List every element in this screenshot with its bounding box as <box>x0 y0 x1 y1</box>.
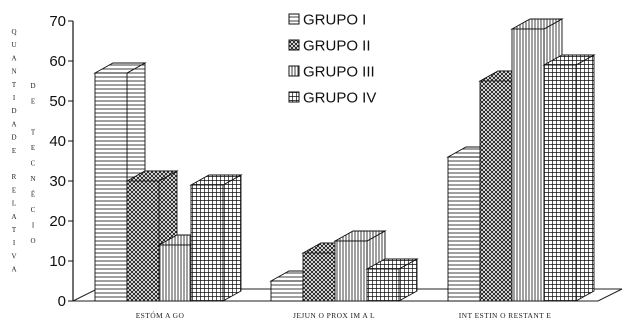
category-label: ESTÓM A GO <box>136 310 185 320</box>
legend-label: GRUPO II <box>303 38 371 55</box>
y-axis-title-char: D <box>30 82 35 90</box>
y-axis-title-char: T <box>31 129 36 137</box>
y-axis-title-char: E <box>12 147 16 155</box>
y-axis-title-char: E <box>12 186 16 194</box>
y-axis-title-char: D <box>11 107 16 115</box>
y-axis-title-char: Q <box>11 28 16 36</box>
bar-front-face <box>158 244 192 302</box>
y-axis-title-char: É <box>31 191 35 199</box>
legend-label: GRUPO I <box>303 12 366 29</box>
bars-group <box>93 18 596 302</box>
y-axis-title-char: V <box>11 252 16 260</box>
bar-front-face <box>366 268 400 302</box>
bar <box>542 54 596 302</box>
y-tick-label: 70 <box>49 13 66 30</box>
legend-swatch <box>288 91 300 103</box>
y-axis-title-char: E <box>31 144 35 152</box>
legend-item: GRUPO IV <box>288 90 376 107</box>
y-axis-title-char: D <box>11 134 16 142</box>
y-tick-label: 60 <box>49 53 66 70</box>
y-tick-label: 20 <box>49 213 66 230</box>
y-axis-title-char: A <box>11 120 16 128</box>
bar-side-face <box>575 54 595 302</box>
category-labels: ESTÓM A GO JEJUN O PROX IM A L INT ESTIN O… <box>136 310 552 320</box>
legend-swatch <box>288 13 300 25</box>
y-axis-title-char: I <box>13 94 16 102</box>
bar-front-face <box>126 180 160 302</box>
y-axis-title-char: U <box>11 41 16 49</box>
bar-front-face <box>479 80 513 302</box>
y-axis-title-char: C <box>31 160 36 168</box>
legend-item: GRUPO III <box>288 64 375 81</box>
y-axis-title-char: I <box>32 222 35 230</box>
legend-label: GRUPO IV <box>303 90 376 107</box>
bar-front-face <box>94 72 128 302</box>
legend-swatch <box>288 39 300 51</box>
y-tick-label: 0 <box>58 293 66 310</box>
legend-label: GRUPO III <box>303 64 375 81</box>
bar-front-face <box>270 280 304 302</box>
y-axis: 0 10 20 30 40 50 60 70 <box>49 13 74 310</box>
legend-swatch <box>288 65 300 77</box>
bar-front-face <box>334 240 368 302</box>
y-axis-title-char: C <box>31 206 36 214</box>
y-axis-title-char: T <box>12 226 17 234</box>
legend: GRUPO I GRUPO II GRUPO III GRUPO IV <box>288 12 376 107</box>
category-label: INT ESTIN O RESTANT E <box>459 311 552 320</box>
y-axis-title-char: R <box>12 173 17 181</box>
bar-front-face <box>447 156 481 302</box>
y-axis-title-char: A <box>11 213 16 221</box>
y-tick-label: 50 <box>49 93 66 110</box>
y-axis-title-char: O <box>30 237 35 245</box>
bar-front-face <box>543 64 577 302</box>
y-tick-label: 40 <box>49 133 66 150</box>
bar-side-face <box>222 174 242 302</box>
y-tick-label: 30 <box>49 173 66 190</box>
y-axis-title-char: L <box>12 200 16 208</box>
y-axis-title-char: I <box>13 239 16 247</box>
y-axis-title-char: N <box>11 68 16 76</box>
bar <box>365 258 419 302</box>
bar-front-face <box>302 252 336 302</box>
legend-item: GRUPO II <box>288 38 371 55</box>
category-label: JEJUN O PROX IM A L <box>293 311 375 320</box>
bar-front-face <box>511 28 545 302</box>
y-axis-title-char: E <box>31 98 35 106</box>
legend-item: GRUPO I <box>288 12 366 29</box>
y-axis-title-char: T <box>12 81 17 89</box>
y-axis-title-char: A <box>11 266 16 274</box>
bar <box>189 174 243 302</box>
bar-front-face <box>190 184 224 302</box>
y-axis-title-char: N <box>30 175 35 183</box>
y-tick-label: 10 <box>49 253 66 270</box>
y-axis-title-char: A <box>11 54 16 62</box>
